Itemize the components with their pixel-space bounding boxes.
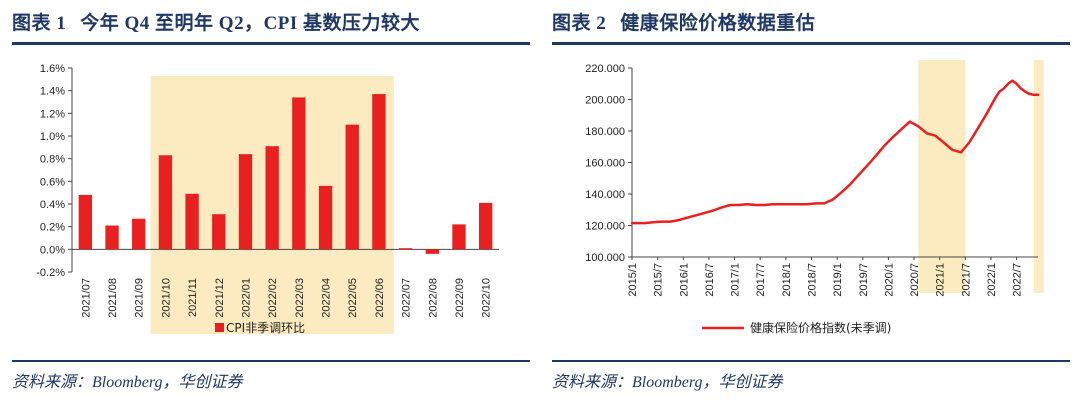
y-tick-label: 0.8% [40,154,65,166]
y-tick-label: 0.2% [40,222,65,234]
x-tick-label: 2021/10 [160,278,172,318]
bar [398,248,413,250]
health-insurance-line-chart: 100.000 120.000 140.000 160.000 180.000 200.0… [585,60,1044,335]
x-tick-label: 2015/7 [653,263,665,297]
y-tick-label: 220.000 [585,63,625,75]
bar [238,154,253,250]
legend-swatch [215,323,224,332]
bar [372,94,386,250]
series-line [630,79,1040,225]
bar [158,155,173,250]
figure-2-title-text: 健康保险价格数据重估 [620,13,816,34]
figure-1-title: 图表 1 今年 Q4 至明年 Q2，CPI 基数压力较大 [12,8,420,35]
x-tick-label: 2022/06 [374,278,386,318]
figure-1-title-text: 今年 Q4 至明年 Q2，CPI 基数压力较大 [80,13,421,34]
x-tick-label: 2021/09 [134,278,146,318]
y-tick-label: 1.6% [40,63,65,75]
y-tick-label: 1.0% [40,131,65,143]
bar [425,249,439,254]
x-tick-label: 2022/07 [401,278,413,318]
x-tick-label: 2020/1 [883,263,895,297]
bar [212,214,226,250]
y-tick-label: 120.000 [585,221,625,233]
bar [452,224,466,250]
figure-1-top-rule [12,42,530,45]
y-tick-label: 180.000 [585,126,625,138]
x-tick-label: 2017/1 [730,263,742,297]
figure-2-title: 图表 2 健康保险价格数据重估 [552,8,815,35]
legend-label: 健康保险价格指数(未季调) [750,320,891,335]
y-tick-label: 0.0% [40,244,65,256]
x-tick-label: 2017/7 [755,263,767,297]
x-tick-label: 2022/10 [481,278,493,318]
bar [105,225,119,250]
y-tick-label: 160.000 [585,158,625,170]
bar [265,146,279,250]
bar [345,124,359,250]
figure-1-bottom-rule [12,360,530,362]
bar [292,97,306,250]
x-tick-label: 2018/1 [781,263,793,297]
y-tick-label: 100.000 [585,252,625,264]
x-tick-label: 2022/04 [321,278,333,318]
y-tick-label: 200.000 [585,95,625,107]
bar [185,193,199,250]
x-tick-label: 2022/08 [427,278,439,318]
y-tick-label: 140.000 [585,189,625,201]
highlight-band [918,60,966,293]
figure-1-label: 图表 1 [12,13,67,34]
cpi-bar-chart: -0.2% 0.0% 0.2% 0.4% 0.6% 0.8% 1.0% 1.2% 1.4% 1.6… [36,63,499,335]
x-tick-label: 2021/12 [214,278,226,318]
x-tick-label: 2022/02 [267,278,279,318]
x-tick-label: 2021/7 [960,263,972,297]
x-tick-label: 2021/08 [107,278,119,318]
bar [78,194,93,250]
bar [478,202,493,250]
x-tick-label: 2020/7 [909,263,921,297]
figure-2-panel: 图表 2 健康保险价格数据重估 100.000 120.000 140.000 160.… [552,0,1072,400]
figure-2-top-rule [552,42,1070,45]
x-tick-label: 2022/03 [294,278,306,318]
x-tick-label: 2022/7 [1012,263,1024,297]
highlight-band [1033,60,1044,293]
x-tick-label: 2021/1 [935,263,947,297]
x-tick-label: 2018/7 [806,263,818,297]
figure-2-source: 资料来源：Bloomberg，华创证券 [552,374,783,391]
y-tick-label: 1.4% [40,86,65,98]
x-tick-label: 2022/01 [240,278,252,318]
y-tick-label: -0.2% [36,267,65,279]
y-tick-label: 0.4% [40,199,65,211]
figure-2-label: 图表 2 [552,13,607,34]
y-tick-label: 1.2% [40,108,65,120]
bar [132,218,146,250]
x-tick-label: 2019/1 [832,263,844,297]
x-tick-label: 2022/09 [454,278,466,318]
legend-label: CPI非季调环比 [226,321,305,335]
bar [318,185,333,250]
x-tick-label: 2019/7 [858,263,870,297]
figure-2-bottom-rule [552,360,1070,362]
x-tick-label: 2016/1 [678,263,690,297]
x-tick-label: 2022/05 [347,278,359,318]
x-tick-label: 2016/7 [704,263,716,297]
y-tick-label: 0.6% [40,176,65,188]
figure-1-source: 资料来源：Bloomberg，华创证券 [12,374,243,391]
x-tick-label: 2015/1 [627,263,639,297]
x-tick-label: 2022/1 [986,263,998,297]
figure-1-panel: 图表 1 今年 Q4 至明年 Q2，CPI 基数压力较大 -0.2% 0.0% 0.2… [12,0,532,400]
x-tick-label: 2021/07 [80,278,92,318]
x-tick-label: 2021/11 [187,278,199,317]
